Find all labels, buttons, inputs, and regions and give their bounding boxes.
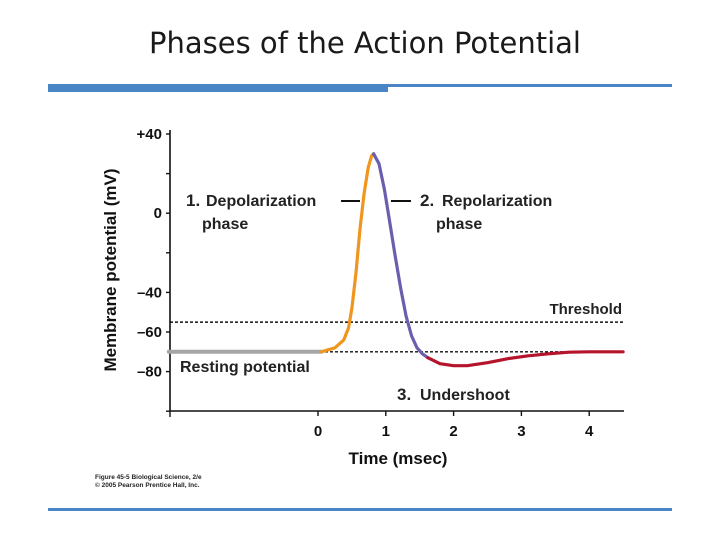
annotation-1-number: 1.: [186, 191, 200, 210]
bottom-rule: [48, 508, 672, 511]
annotation-1-text: Depolarization: [206, 193, 316, 210]
slide-title: Phases of the Action Potential: [149, 26, 581, 60]
series-line-3: [372, 152, 430, 360]
resting-potential-label: Resting potential: [180, 359, 310, 376]
reference-lines: Threshold: [170, 301, 624, 353]
y-tick-label: –60: [137, 324, 162, 341]
x-axis-title: Time (msec): [349, 449, 448, 468]
y-tick-label: +40: [137, 126, 162, 143]
annotation-2-text2: phase: [436, 216, 482, 233]
series-line-4: [426, 350, 625, 368]
annotation-2-number: 2.: [420, 191, 434, 210]
series-line-2: [319, 152, 376, 354]
x-tick-label: 1: [382, 423, 390, 440]
figure-caption: Figure 45-5 Biological Science, 2/e © 20…: [95, 474, 202, 490]
caption-line-1: Figure 45-5 Biological Science, 2/e: [95, 474, 202, 481]
annotation-1-text2: phase: [202, 216, 248, 233]
y-tick-label: –40: [137, 284, 162, 301]
chart-axes: +40 0 –40 –60 –80 0 1 2 3 4 Time (msec) Membrane po…: [101, 126, 624, 468]
annotation-2-text: Repolarization: [442, 193, 552, 210]
y-tick-label: 0: [154, 205, 162, 222]
annotation-3-text: Undershoot: [420, 387, 510, 404]
x-tick-label: 4: [585, 423, 594, 440]
y-axis-title: Membrane potential (mV): [101, 168, 120, 371]
title-accent-bar: [48, 84, 388, 92]
caption-line-2: © 2005 Pearson Prentice Hall, Inc.: [95, 482, 200, 489]
annotation-3-number: 3.: [397, 385, 411, 404]
x-tick-label: 2: [449, 423, 457, 440]
series-lines: [166, 152, 625, 368]
threshold-label: Threshold: [549, 301, 622, 318]
y-tick-label: –80: [137, 364, 162, 381]
x-tick-label: 3: [517, 423, 525, 440]
x-tick-label: 0: [314, 423, 322, 440]
